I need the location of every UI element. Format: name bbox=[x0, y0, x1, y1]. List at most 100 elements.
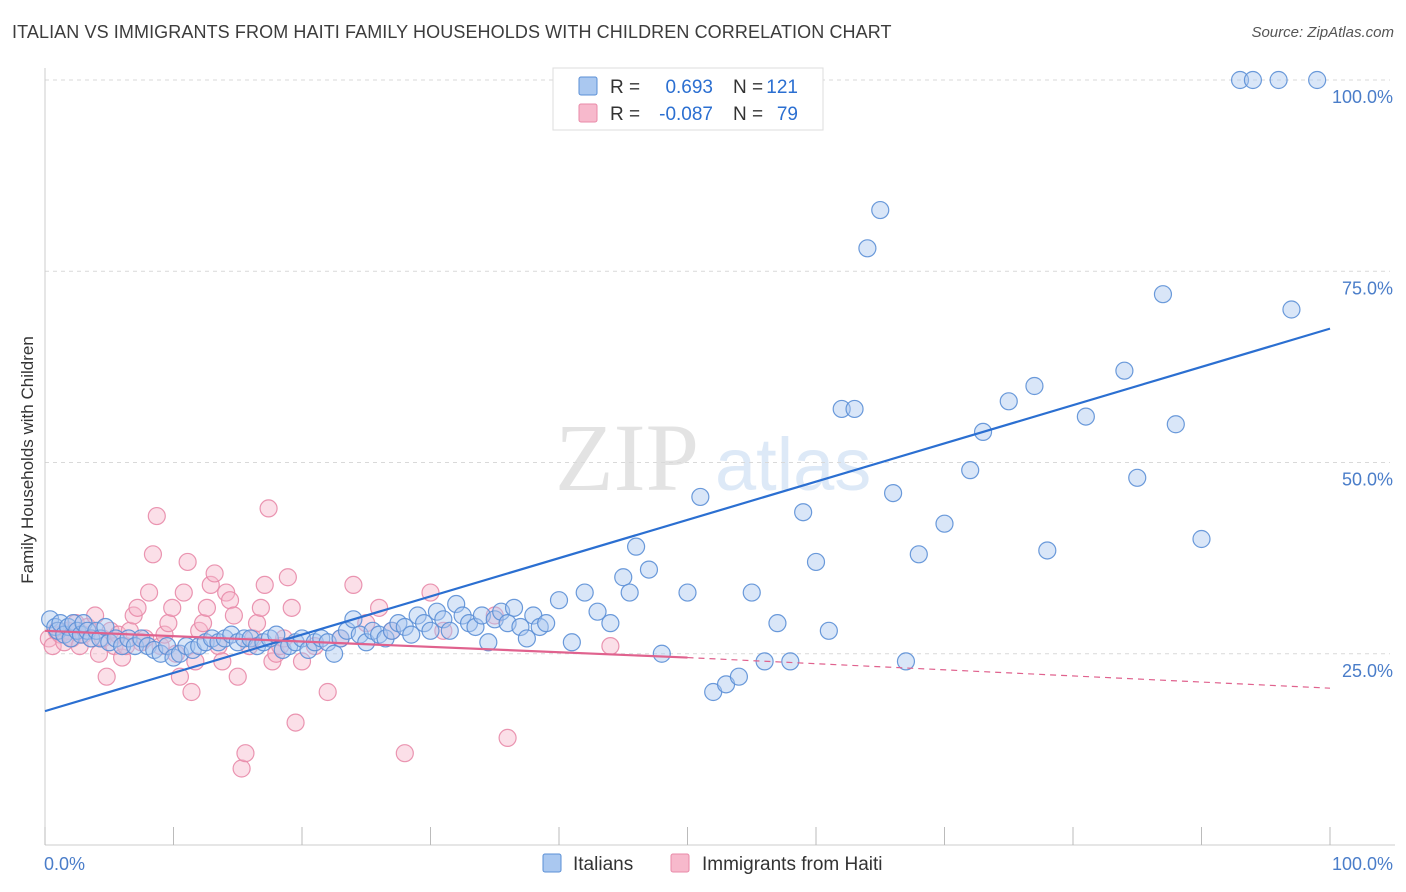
italian-point bbox=[729, 667, 749, 686]
italian-point bbox=[1243, 70, 1263, 90]
italian-point bbox=[858, 239, 877, 258]
haiti-point bbox=[143, 545, 163, 564]
axis-layer: 25.0% 50.0% 75.0% 100.0% 0.0% 100.0% bbox=[44, 68, 1395, 874]
italian-point bbox=[1038, 541, 1057, 560]
italian-point bbox=[1230, 70, 1250, 90]
haiti-point bbox=[178, 552, 197, 572]
grid-layer bbox=[45, 79, 1390, 655]
haiti-point bbox=[282, 598, 301, 617]
y-tick-label: 75.0% bbox=[1342, 278, 1393, 298]
italian-point bbox=[614, 568, 633, 587]
italian-point bbox=[1153, 285, 1173, 304]
haiti-trend-extension bbox=[687, 656, 1331, 689]
italian-point bbox=[794, 503, 813, 522]
italian-point bbox=[562, 633, 581, 652]
italian-point bbox=[549, 591, 569, 610]
haiti-point bbox=[182, 682, 201, 702]
italian-point bbox=[402, 625, 421, 644]
legend-n-value: 121 bbox=[766, 77, 798, 98]
haiti-point bbox=[163, 598, 182, 617]
italian-point bbox=[1025, 376, 1044, 396]
italian-point bbox=[601, 614, 620, 633]
italian-point bbox=[504, 598, 524, 617]
haiti-point bbox=[205, 564, 224, 583]
haiti-point bbox=[601, 636, 620, 656]
chart-title: ITALIAN VS IMMIGRANTS FROM HAITI FAMILY … bbox=[12, 22, 892, 42]
trend-layer bbox=[44, 327, 1331, 713]
haiti-point bbox=[278, 568, 297, 587]
haiti-trend-line bbox=[44, 629, 688, 659]
italian-point bbox=[1282, 300, 1301, 319]
haiti-point bbox=[220, 591, 240, 610]
watermark-zip: ZIP bbox=[555, 404, 699, 511]
haiti-point bbox=[159, 614, 178, 633]
y-tick-label: 25.0% bbox=[1342, 661, 1393, 681]
legend-swatch-haiti bbox=[578, 103, 598, 123]
bottom-legend-swatch-italians[interactable] bbox=[542, 853, 562, 873]
haiti-point bbox=[292, 652, 312, 671]
italian-point bbox=[935, 514, 954, 533]
haiti-point bbox=[197, 598, 217, 617]
haiti-point bbox=[193, 614, 213, 633]
italian-point bbox=[896, 652, 916, 671]
haiti-point bbox=[201, 575, 220, 595]
italian-point bbox=[1308, 70, 1327, 90]
legend-r-label: R = bbox=[610, 104, 640, 125]
haiti-point bbox=[224, 606, 243, 625]
italian-point bbox=[440, 621, 459, 640]
source-label: Source: ZipAtlas.com bbox=[1251, 24, 1394, 41]
italians-trend-line bbox=[44, 327, 1331, 713]
haiti-point bbox=[174, 583, 193, 602]
italian-point bbox=[537, 614, 556, 633]
italian-point bbox=[678, 583, 697, 602]
y-tick-label: 50.0% bbox=[1342, 470, 1393, 490]
italian-point bbox=[479, 633, 498, 652]
italian-point bbox=[691, 487, 710, 507]
haiti-point bbox=[395, 744, 414, 763]
haiti-point bbox=[259, 499, 278, 518]
y-tick-label: 100.0% bbox=[1332, 87, 1393, 107]
series-legend: Italians Immigrants from Haiti bbox=[542, 853, 883, 875]
italian-point bbox=[447, 594, 466, 614]
italian-point bbox=[626, 537, 646, 556]
italian-point bbox=[1269, 70, 1288, 90]
italian-point bbox=[871, 200, 890, 220]
haiti-point bbox=[255, 575, 274, 595]
x-tick-label: 0.0% bbox=[44, 854, 85, 874]
italian-point bbox=[1076, 407, 1095, 426]
haiti-point bbox=[286, 713, 305, 732]
legend-r-value: -0.087 bbox=[659, 104, 713, 125]
legend-r-label: R = bbox=[610, 77, 640, 98]
bottom-legend-swatch-haiti[interactable] bbox=[670, 853, 690, 873]
italian-point bbox=[742, 583, 761, 602]
italian-point bbox=[1192, 529, 1211, 549]
italian-point bbox=[588, 602, 607, 621]
watermark-atlas: atlas bbox=[715, 423, 871, 506]
legend-swatch-italians bbox=[578, 76, 598, 96]
haiti-point bbox=[344, 575, 363, 595]
italian-point bbox=[1128, 468, 1147, 487]
haiti-point bbox=[139, 583, 159, 602]
haiti-point bbox=[318, 682, 337, 702]
italian-point bbox=[845, 399, 864, 419]
haiti-point bbox=[247, 614, 267, 633]
italian-point bbox=[999, 392, 1018, 411]
italian-point bbox=[620, 583, 639, 602]
italian-point bbox=[961, 461, 980, 480]
stats-legend-box bbox=[552, 67, 824, 131]
italian-point bbox=[434, 610, 453, 629]
italian-point bbox=[806, 552, 826, 572]
italian-point bbox=[421, 621, 440, 640]
haiti-point bbox=[498, 728, 517, 748]
bottom-legend-label-haiti[interactable]: Immigrants from Haiti bbox=[702, 854, 883, 875]
bottom-legend-label-italians[interactable]: Italians bbox=[573, 854, 633, 875]
italian-point bbox=[639, 560, 659, 579]
legend-n-label: N = bbox=[733, 104, 763, 125]
italian-point bbox=[832, 399, 851, 419]
italian-point bbox=[652, 644, 671, 663]
italian-point bbox=[517, 629, 536, 648]
x-tick-label: 100.0% bbox=[1332, 854, 1393, 874]
haiti-point bbox=[89, 644, 109, 663]
italian-point bbox=[1166, 415, 1185, 434]
